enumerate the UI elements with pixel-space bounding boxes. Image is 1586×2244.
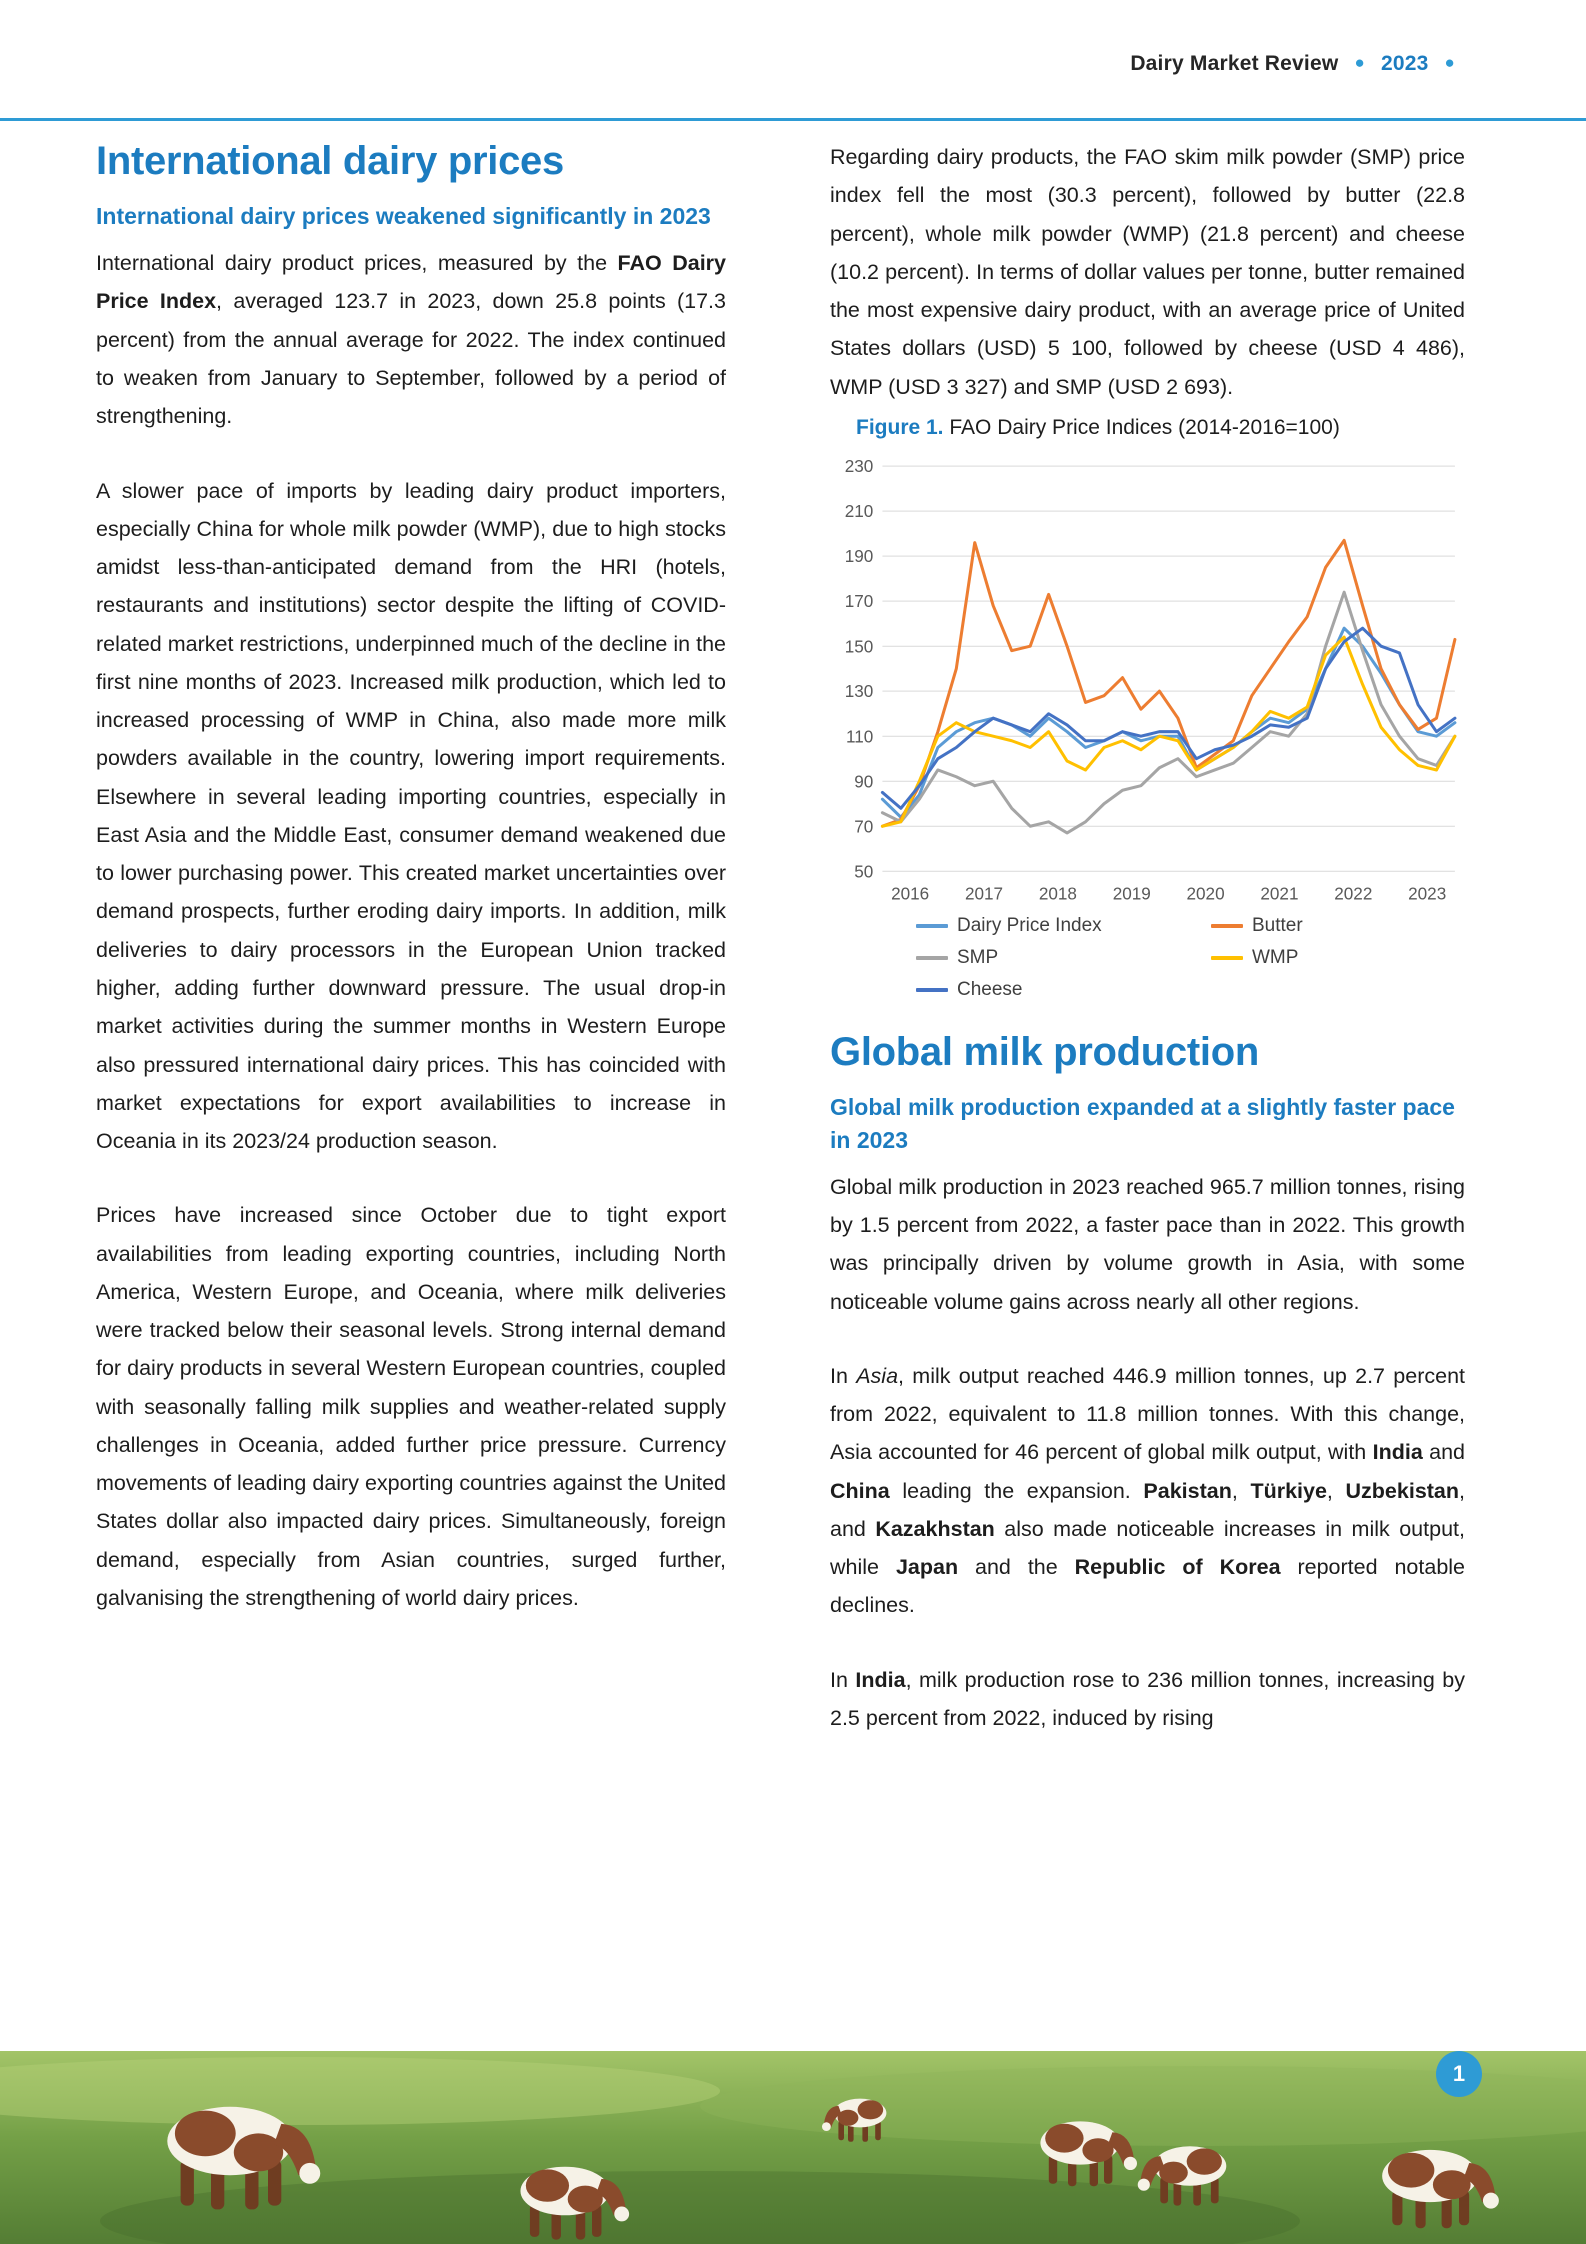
legend-swatch	[916, 924, 948, 929]
x-tick-label: 2017	[965, 883, 1003, 903]
x-tick-label: 2023	[1408, 883, 1446, 903]
page-number-badge: 1	[1436, 2051, 1482, 2097]
legend-item-cheese: Cheese	[916, 979, 1201, 1001]
left-column-paragraphs: International dairy product prices, meas…	[96, 244, 726, 1617]
legend-label: Dairy Price Index	[957, 915, 1102, 937]
y-tick-label: 170	[845, 591, 874, 611]
legend-swatch	[916, 988, 948, 993]
header-rule	[0, 118, 1586, 121]
figure-caption: Figure 1. FAO Dairy Price Indices (2014-…	[856, 416, 1465, 440]
figure-label: Figure 1.	[856, 415, 944, 439]
header-year: 2023	[1380, 52, 1429, 75]
right-column-intro-paragraphs: Regarding dairy products, the FAO skim m…	[830, 138, 1465, 406]
x-tick-label: 2022	[1334, 883, 1372, 903]
y-tick-label: 190	[845, 546, 874, 566]
legend-swatch	[916, 956, 948, 961]
paragraph: Regarding dairy products, the FAO skim m…	[830, 145, 1465, 399]
bullet-icon: ●	[1354, 53, 1365, 72]
series-cheese-line	[880, 626, 1457, 810]
legend-item-butter: Butter	[1211, 915, 1465, 937]
series-dairy-price-index-line	[880, 626, 1457, 819]
paragraph: Prices have increased since October due …	[96, 1203, 726, 1610]
section-title-international-dairy-prices: International dairy prices	[96, 139, 564, 183]
bullet-icon: ●	[1444, 53, 1455, 72]
left-column: International dairy prices International…	[96, 138, 726, 1737]
cows-pasture-photo	[0, 2051, 1586, 2244]
x-tick-label: 2018	[1039, 883, 1077, 903]
legend-item-dairy-price-index: Dairy Price Index	[916, 915, 1201, 937]
legend-label: Butter	[1252, 915, 1303, 937]
x-tick-label: 2016	[891, 883, 929, 903]
paragraph: Global milk production in 2023 reached 9…	[830, 1174, 1465, 1314]
legend-swatch	[1211, 956, 1243, 961]
series-butter-line	[880, 538, 1457, 828]
legend-label: Cheese	[957, 979, 1023, 1001]
paragraph: A slower pace of imports by leading dair…	[96, 478, 726, 1154]
legend-item-wmp: WMP	[1211, 947, 1465, 969]
x-tick-label: 2020	[1187, 883, 1225, 903]
legend-label: SMP	[957, 947, 999, 969]
series-smp-line	[880, 590, 1457, 835]
legend-label: WMP	[1252, 947, 1299, 969]
section-subheading-international-dairy-prices: International dairy prices weakened sign…	[96, 203, 711, 229]
page-body: International dairy prices International…	[0, 76, 1586, 1737]
y-tick-label: 90	[854, 771, 873, 791]
fao-dairy-price-indices-chart: 50 70 90 110 130 150 170 190 210 230 2016 2017 2018 2…	[845, 456, 1457, 903]
header-text: Dairy Market Review ● 2023 ●	[96, 52, 1465, 76]
series-wmp-line	[880, 635, 1457, 828]
figure-caption-text: FAO Dairy Price Indices (2014-2016=100)	[949, 415, 1340, 439]
y-tick-label: 150	[845, 636, 874, 656]
header-title: Dairy Market Review	[1130, 52, 1339, 75]
y-tick-label: 210	[845, 501, 874, 521]
y-tick-label: 70	[854, 816, 873, 836]
x-tick-label: 2019	[1113, 883, 1151, 903]
section-title-global-milk-production: Global milk production	[830, 1030, 1259, 1075]
paragraph: In Asia, milk output reached 446.9 milli…	[830, 1363, 1466, 1618]
y-tick-label: 110	[846, 726, 873, 746]
section-subheading-global-milk-production: Global milk production expanded at a sli…	[830, 1094, 1455, 1153]
paragraph: International dairy product prices, meas…	[96, 251, 726, 429]
y-tick-label: 50	[854, 861, 873, 881]
y-tick-label: 230	[845, 456, 874, 476]
paragraph: In India, milk production rose to 236 mi…	[830, 1667, 1466, 1730]
figure-1: Figure 1. FAO Dairy Price Indices (2014-…	[830, 416, 1465, 1002]
y-tick-label: 130	[845, 681, 874, 701]
legend-item-smp: SMP	[916, 947, 1201, 969]
page-header: Dairy Market Review ● 2023 ●	[0, 0, 1586, 76]
right-column-milk-paragraphs: Global milk production in 2023 reached 9…	[830, 1168, 1465, 1737]
chart-legend: Dairy Price Index Butter SMP WMP Cheese	[916, 915, 1465, 1001]
x-tick-label: 2021	[1260, 883, 1298, 903]
legend-swatch	[1211, 924, 1243, 929]
pasture-illustration	[0, 2051, 1586, 2244]
right-column: Regarding dairy products, the FAO skim m…	[830, 138, 1465, 1737]
